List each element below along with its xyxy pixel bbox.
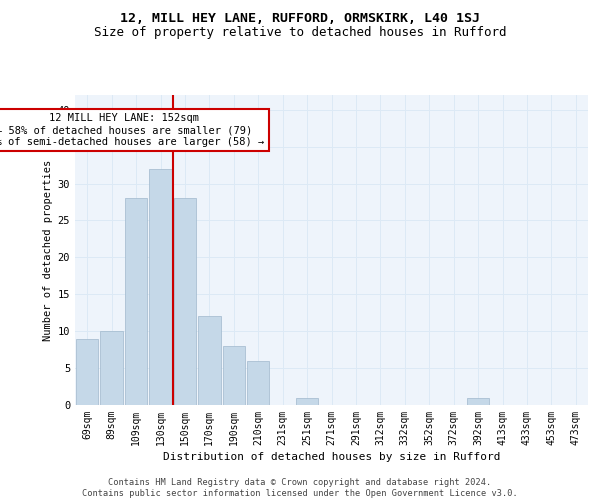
Text: Size of property relative to detached houses in Rufford: Size of property relative to detached ho… <box>94 26 506 39</box>
Text: 12, MILL HEY LANE, RUFFORD, ORMSKIRK, L40 1SJ: 12, MILL HEY LANE, RUFFORD, ORMSKIRK, L4… <box>120 12 480 26</box>
X-axis label: Distribution of detached houses by size in Rufford: Distribution of detached houses by size … <box>163 452 500 462</box>
Bar <box>100 331 123 405</box>
Y-axis label: Number of detached properties: Number of detached properties <box>43 160 53 340</box>
Bar <box>223 346 245 405</box>
Text: Contains HM Land Registry data © Crown copyright and database right 2024.
Contai: Contains HM Land Registry data © Crown c… <box>82 478 518 498</box>
Bar <box>125 198 148 405</box>
Bar <box>173 198 196 405</box>
Bar <box>247 360 269 405</box>
Bar <box>198 316 221 405</box>
Bar <box>76 338 98 405</box>
Bar <box>467 398 490 405</box>
Text: 12 MILL HEY LANE: 152sqm
← 58% of detached houses are smaller (79)
42% of semi-d: 12 MILL HEY LANE: 152sqm ← 58% of detach… <box>0 114 265 146</box>
Bar <box>296 398 319 405</box>
Bar <box>149 169 172 405</box>
